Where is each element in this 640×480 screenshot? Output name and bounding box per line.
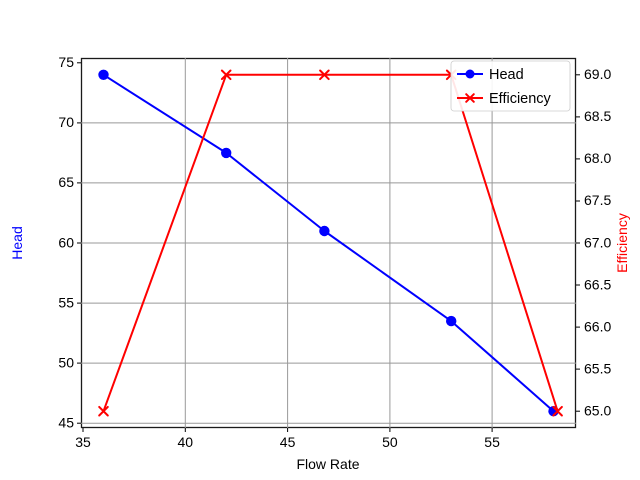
svg-text:55: 55 — [58, 294, 74, 310]
svg-text:40: 40 — [178, 434, 194, 450]
svg-text:67.5: 67.5 — [584, 192, 611, 208]
svg-text:Efficiency: Efficiency — [489, 91, 552, 107]
svg-text:35: 35 — [75, 434, 91, 450]
svg-text:66.5: 66.5 — [584, 276, 611, 292]
svg-text:65: 65 — [58, 174, 74, 190]
svg-text:65.0: 65.0 — [584, 403, 611, 419]
svg-text:55: 55 — [484, 434, 500, 450]
svg-text:45: 45 — [280, 434, 296, 450]
svg-text:Head: Head — [489, 67, 524, 83]
svg-text:75: 75 — [58, 54, 74, 70]
svg-text:Flow Rate: Flow Rate — [296, 456, 359, 472]
svg-text:68.5: 68.5 — [584, 108, 611, 124]
svg-text:65.5: 65.5 — [584, 360, 611, 376]
svg-text:Head: Head — [9, 226, 25, 259]
svg-text:50: 50 — [382, 434, 398, 450]
svg-text:68.0: 68.0 — [584, 150, 611, 166]
svg-text:67.0: 67.0 — [584, 234, 611, 250]
svg-text:60: 60 — [58, 234, 74, 250]
svg-text:Efficiency: Efficiency — [614, 213, 630, 273]
svg-text:66.0: 66.0 — [584, 318, 611, 334]
svg-text:70: 70 — [58, 114, 74, 130]
svg-text:45: 45 — [58, 415, 74, 431]
svg-text:50: 50 — [58, 354, 74, 370]
svg-text:69.0: 69.0 — [584, 66, 611, 82]
